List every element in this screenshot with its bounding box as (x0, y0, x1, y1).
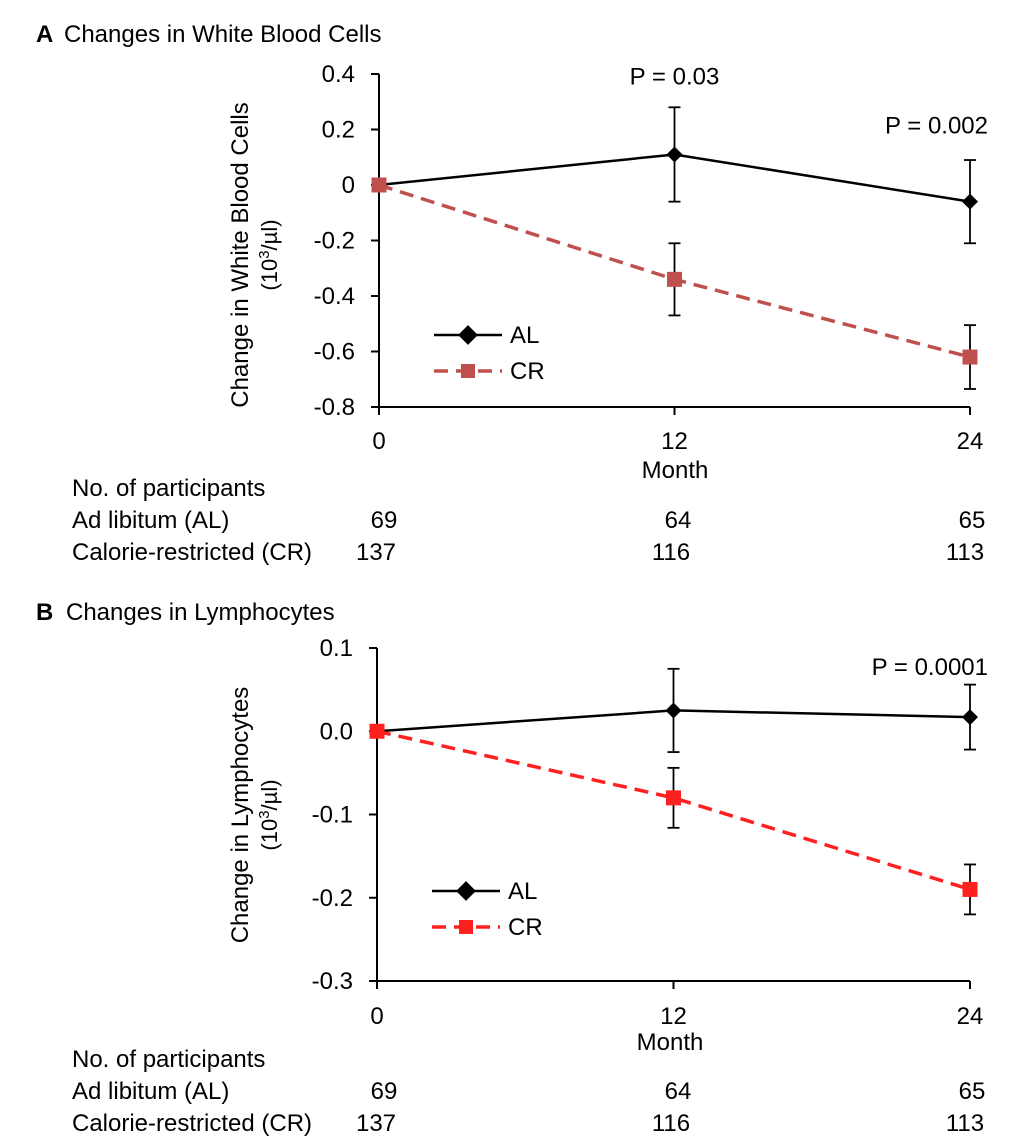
y-axis-label: Change in Lymphocytes (227, 687, 254, 944)
legend-marker-al (456, 881, 476, 901)
legend-label-cr: CR (510, 358, 545, 385)
y-tick-label: 0.0 (320, 718, 353, 745)
y-tick-label: 0.1 (320, 635, 353, 662)
p-value-annotation: P = 0.03 (630, 64, 720, 91)
legend-label-cr: CR (508, 914, 543, 941)
y-axis-unit: (103/µl) (256, 779, 282, 850)
x-axis-label: Month (642, 457, 709, 484)
row-label-cr: Calorie-restricted (CR) (72, 1110, 312, 1137)
panel-a: A Changes in White Blood Cells Change in… (36, 21, 988, 566)
x-tick-label: 0 (372, 428, 385, 455)
y-tick-label: -0.6 (314, 339, 355, 366)
panel-letter: B (36, 599, 53, 626)
y-axis-label: Change in White Blood Cells (227, 102, 254, 408)
chart-title: Changes in Lymphocytes (66, 599, 335, 626)
legend-marker-cr (459, 920, 473, 934)
count-cr-0: 137 (356, 539, 396, 566)
data-point-al (666, 146, 683, 163)
data-point-al (665, 702, 682, 719)
x-tick-label: 12 (661, 428, 688, 455)
legend-marker-cr (461, 364, 475, 378)
participants-header: No. of participants (72, 475, 265, 502)
data-point-cr (371, 177, 387, 193)
panel-b: B Changes in Lymphocytes Change in Lymph… (36, 599, 988, 1137)
y-tick-label: -0.2 (314, 228, 355, 255)
y-tick-label: 0.4 (322, 61, 355, 88)
y-tick-label: -0.8 (314, 394, 355, 421)
count-al-12: 64 (665, 507, 692, 534)
x-axis-label: Month (637, 1029, 704, 1056)
participants-table: No. of participants Ad libitum (AL) 69 6… (72, 1046, 985, 1137)
y-tick-label: -0.1 (312, 802, 353, 829)
y-tick-label: -0.4 (314, 283, 355, 310)
y-tick-label: 0.2 (322, 117, 355, 144)
y-tick-label: -0.3 (312, 968, 353, 995)
data-point-al (962, 709, 978, 726)
row-label-al: Ad libitum (AL) (72, 507, 229, 534)
count-cr-12: 116 (652, 539, 690, 566)
y-tick-label: -0.2 (312, 885, 353, 912)
legend: AL CR (432, 878, 543, 941)
legend-label-al: AL (510, 322, 539, 349)
legend-label-al: AL (508, 878, 537, 905)
data-point-cr (962, 349, 978, 365)
count-cr-12: 116 (652, 1110, 690, 1137)
row-label-al: Ad libitum (AL) (72, 1078, 229, 1105)
count-cr-0: 137 (356, 1110, 396, 1137)
panel-letter: A (36, 21, 53, 48)
y-tick-label: 0 (342, 172, 355, 199)
count-al-24: 65 (959, 507, 986, 534)
p-value-annotation: P = 0.002 (885, 113, 988, 140)
data-point-al (962, 193, 978, 210)
x-tick-label: 0 (370, 1003, 383, 1030)
data-point-cr (667, 271, 682, 287)
participants-table: No. of participants Ad libitum (AL) 69 6… (72, 475, 985, 566)
series-line-cr (376, 729, 971, 892)
legend: AL CR (434, 322, 545, 385)
p-value-annotation: P = 0.0001 (872, 654, 988, 681)
count-al-24: 65 (959, 1078, 986, 1105)
row-label-cr: Calorie-restricted (CR) (72, 539, 312, 566)
data-point-cr (666, 790, 681, 806)
participants-header: No. of participants (72, 1046, 265, 1073)
chart-title: Changes in White Blood Cells (64, 21, 382, 48)
count-al-12: 64 (665, 1078, 692, 1105)
x-tick-label: 24 (957, 428, 984, 455)
count-cr-24: 113 (946, 539, 984, 566)
x-tick-label: 12 (660, 1003, 687, 1030)
legend-marker-al (458, 325, 478, 345)
x-tick-label: 24 (957, 1003, 984, 1030)
count-al-0: 69 (371, 507, 398, 534)
data-point-cr (962, 881, 978, 897)
count-cr-24: 113 (946, 1110, 984, 1137)
data-point-cr (369, 723, 385, 739)
y-axis-unit: (103/µl) (256, 219, 282, 290)
count-al-0: 69 (371, 1078, 398, 1105)
